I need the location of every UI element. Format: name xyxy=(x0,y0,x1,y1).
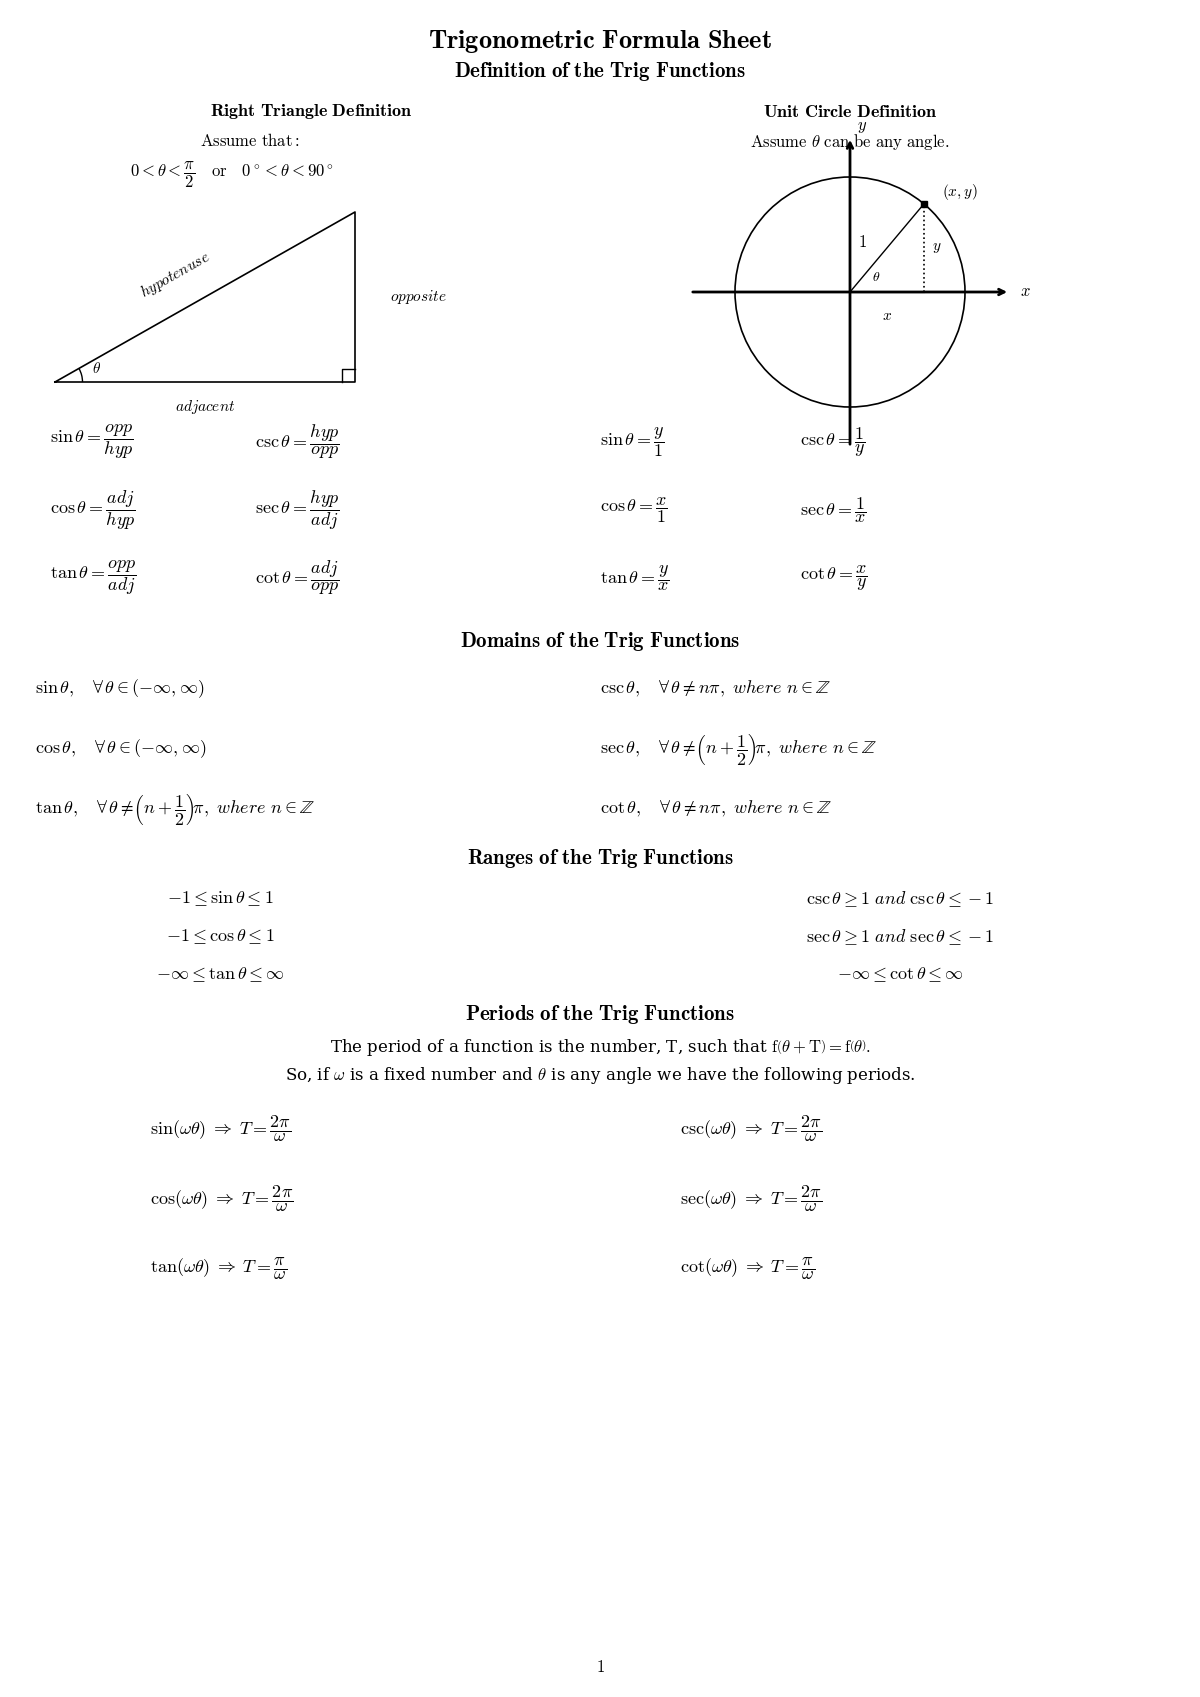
Text: $\tan(\omega\theta)\;\Rightarrow\;T=\dfrac{\pi}{\omega}$: $\tan(\omega\theta)\;\Rightarrow\;T=\dfr… xyxy=(150,1256,287,1283)
Text: $\sin(\omega\theta)\;\Rightarrow\;T=\dfrac{2\pi}{\omega}$: $\sin(\omega\theta)\;\Rightarrow\;T=\dfr… xyxy=(150,1113,292,1144)
Text: $\csc\theta,\quad \forall\,\theta\neq n\pi,\ \mathit{where}\ n\in\mathbb{Z}$: $\csc\theta,\quad \forall\,\theta\neq n\… xyxy=(600,679,830,699)
Text: $\sec(\omega\theta)\;\Rightarrow\;T=\dfrac{2\pi}{\omega}$: $\sec(\omega\theta)\;\Rightarrow\;T=\dfr… xyxy=(680,1185,822,1215)
Text: $0 < \theta < \dfrac{\pi}{2}$   $\mathrm{or}$   $0^\circ < \theta < 90^\circ$: $0 < \theta < \dfrac{\pi}{2}$ $\mathrm{o… xyxy=(130,160,334,190)
Text: $\mathbf{Ranges\ of\ the\ Trig\ Functions}$: $\mathbf{Ranges\ of\ the\ Trig\ Function… xyxy=(467,847,733,871)
Text: $\cot\theta,\quad \forall\,\theta\neq n\pi,\ \mathit{where}\ n\in\mathbb{Z}$: $\cot\theta,\quad \forall\,\theta\neq n\… xyxy=(600,799,832,820)
Text: $\theta$: $\theta$ xyxy=(92,361,102,377)
Text: $(x,y)$: $(x,y)$ xyxy=(942,182,978,202)
Text: $\cot(\omega\theta)\;\Rightarrow\;T=\dfrac{\pi}{\omega}$: $\cot(\omega\theta)\;\Rightarrow\;T=\dfr… xyxy=(680,1256,815,1283)
Text: $-\infty\leq\cot\theta\leq\infty$: $-\infty\leq\cot\theta\leq\infty$ xyxy=(836,966,964,984)
Text: $\cot\theta = \dfrac{x}{y}$: $\cot\theta = \dfrac{x}{y}$ xyxy=(800,563,868,592)
Text: $\mathrm{Assume\ } \theta \mathrm{\ can\ be\ any\ angle.}$: $\mathrm{Assume\ } \theta \mathrm{\ can\… xyxy=(750,132,949,153)
Text: $\csc\theta = \dfrac{hyp}{opp}$: $\csc\theta = \dfrac{hyp}{opp}$ xyxy=(254,423,340,462)
Text: $\sec\theta = \dfrac{1}{x}$: $\sec\theta = \dfrac{1}{x}$ xyxy=(800,496,866,524)
Text: $adjacent$: $adjacent$ xyxy=(175,399,235,416)
Text: $\tan\theta = \dfrac{y}{x}$: $\tan\theta = \dfrac{y}{x}$ xyxy=(600,563,670,592)
Text: $-\infty\leq\tan\theta\leq\infty$: $-\infty\leq\tan\theta\leq\infty$ xyxy=(156,966,284,984)
Text: $\sec\theta\geq 1\ \mathit{and}\ \sec\theta\leq -1$: $\sec\theta\geq 1\ \mathit{and}\ \sec\th… xyxy=(805,927,995,947)
Text: So, if $\omega$ is a fixed number and $\theta$ is any angle we have the followin: So, if $\omega$ is a fixed number and $\… xyxy=(284,1064,916,1086)
Text: $x$: $x$ xyxy=(882,309,892,322)
Text: $\mathbf{Trigonometric\ Formula\ Sheet}$: $\mathbf{Trigonometric\ Formula\ Sheet}$ xyxy=(428,29,772,56)
Text: $\mathbf{Unit\ Circle\ Definition}$: $\mathbf{Unit\ Circle\ Definition}$ xyxy=(763,104,937,120)
Text: $\cot\theta = \dfrac{adj}{opp}$: $\cot\theta = \dfrac{adj}{opp}$ xyxy=(254,558,340,597)
Text: $\sin\theta,\quad \forall\,\theta\in(-\infty,\infty)$: $\sin\theta,\quad \forall\,\theta\in(-\i… xyxy=(35,677,204,701)
Text: $\tan\theta,\quad \forall\,\theta\neq\!\left(n+\dfrac{1}{2}\right)\!\pi,\ \mathi: $\tan\theta,\quad \forall\,\theta\neq\!\… xyxy=(35,791,314,826)
Text: $\mathbf{Domains\ of\ the\ Trig\ Functions}$: $\mathbf{Domains\ of\ the\ Trig\ Functio… xyxy=(460,631,740,653)
Text: $\csc\theta\geq 1\ \mathit{and}\ \csc\theta\leq -1$: $\csc\theta\geq 1\ \mathit{and}\ \csc\th… xyxy=(805,889,995,910)
Text: $hypotenuse$: $hypotenuse$ xyxy=(137,248,214,302)
Text: $\cos\theta = \dfrac{adj}{hyp}$: $\cos\theta = \dfrac{adj}{hyp}$ xyxy=(50,489,136,531)
Text: $\mathbf{Right\ Triangle\ Definition}$: $\mathbf{Right\ Triangle\ Definition}$ xyxy=(210,102,413,122)
Text: $\csc\theta = \dfrac{1}{y}$: $\csc\theta = \dfrac{1}{y}$ xyxy=(800,426,865,458)
Text: $y$: $y$ xyxy=(932,241,942,255)
Text: $1$: $1$ xyxy=(595,1658,605,1675)
Text: $\cos\theta,\quad \forall\,\theta\in(-\infty,\infty)$: $\cos\theta,\quad \forall\,\theta\in(-\i… xyxy=(35,738,206,760)
Text: $\mathbf{Periods\ of\ the\ Trig\ Functions}$: $\mathbf{Periods\ of\ the\ Trig\ Functio… xyxy=(466,1003,734,1027)
Text: $\sec\theta = \dfrac{hyp}{adj}$: $\sec\theta = \dfrac{hyp}{adj}$ xyxy=(254,489,340,531)
Text: $\tan\theta = \dfrac{opp}{adj}$: $\tan\theta = \dfrac{opp}{adj}$ xyxy=(50,558,137,597)
Text: $-1\leq\cos\theta\leq 1$: $-1\leq\cos\theta\leq 1$ xyxy=(166,928,275,947)
Text: $-1\leq\sin\theta\leq 1$: $-1\leq\sin\theta\leq 1$ xyxy=(167,889,274,908)
Text: $\mathbf{Definition\ of\ the\ Trig\ Functions}$: $\mathbf{Definition\ of\ the\ Trig\ Func… xyxy=(454,61,746,83)
Text: $\cos(\omega\theta)\;\Rightarrow\;T=\dfrac{2\pi}{\omega}$: $\cos(\omega\theta)\;\Rightarrow\;T=\dfr… xyxy=(150,1185,293,1215)
Text: $\sin\theta = \dfrac{y}{1}$: $\sin\theta = \dfrac{y}{1}$ xyxy=(600,426,665,458)
Text: $\theta$: $\theta$ xyxy=(872,270,881,283)
Text: $y$: $y$ xyxy=(857,119,868,136)
Text: $\sec\theta,\quad \forall\,\theta\neq\!\left(n+\dfrac{1}{2}\right)\!\pi,\ \mathi: $\sec\theta,\quad \forall\,\theta\neq\!\… xyxy=(600,731,877,767)
Text: $1$: $1$ xyxy=(858,234,866,251)
Text: $\cos\theta = \dfrac{x}{1}$: $\cos\theta = \dfrac{x}{1}$ xyxy=(600,496,668,524)
Text: The period of a function is the number, T, such that $\mathrm{f}\left(\theta+\ma: The period of a function is the number, … xyxy=(330,1037,870,1057)
Text: $\sin\theta = \dfrac{opp}{hyp}$: $\sin\theta = \dfrac{opp}{hyp}$ xyxy=(50,423,134,462)
Text: $\csc(\omega\theta)\;\Rightarrow\;T=\dfrac{2\pi}{\omega}$: $\csc(\omega\theta)\;\Rightarrow\;T=\dfr… xyxy=(680,1113,822,1144)
Text: $\mathrm{Assume\ that:}$: $\mathrm{Assume\ that:}$ xyxy=(200,134,300,151)
Text: $x$: $x$ xyxy=(1020,283,1031,300)
Text: $opposite$: $opposite$ xyxy=(390,288,446,305)
